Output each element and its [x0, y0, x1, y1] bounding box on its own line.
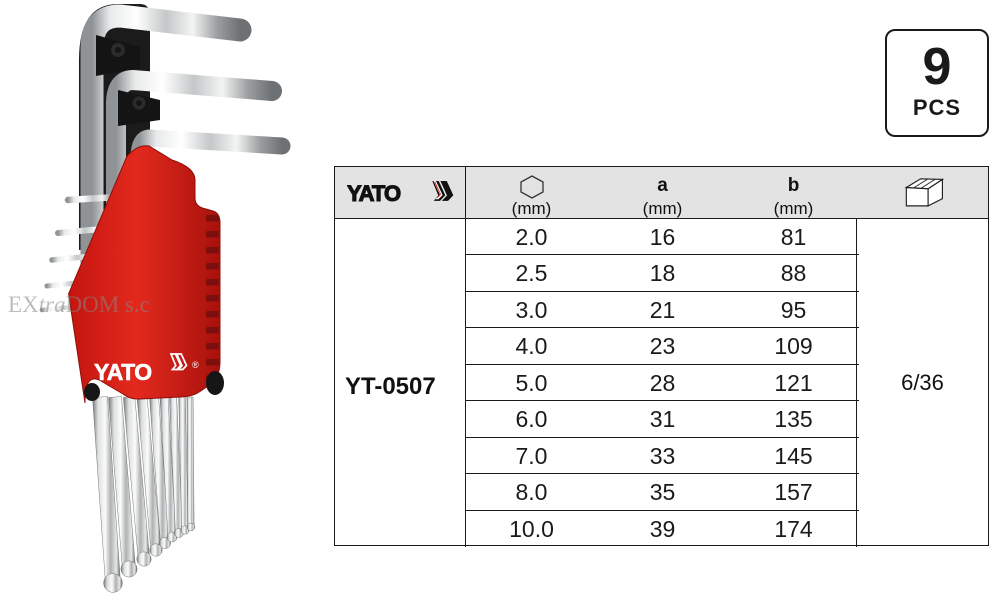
- svg-text:EXtraDOM s.c: EXtraDOM s.c: [8, 292, 150, 317]
- svg-text:®: ®: [192, 360, 199, 370]
- svg-text:YATO: YATO: [94, 359, 152, 385]
